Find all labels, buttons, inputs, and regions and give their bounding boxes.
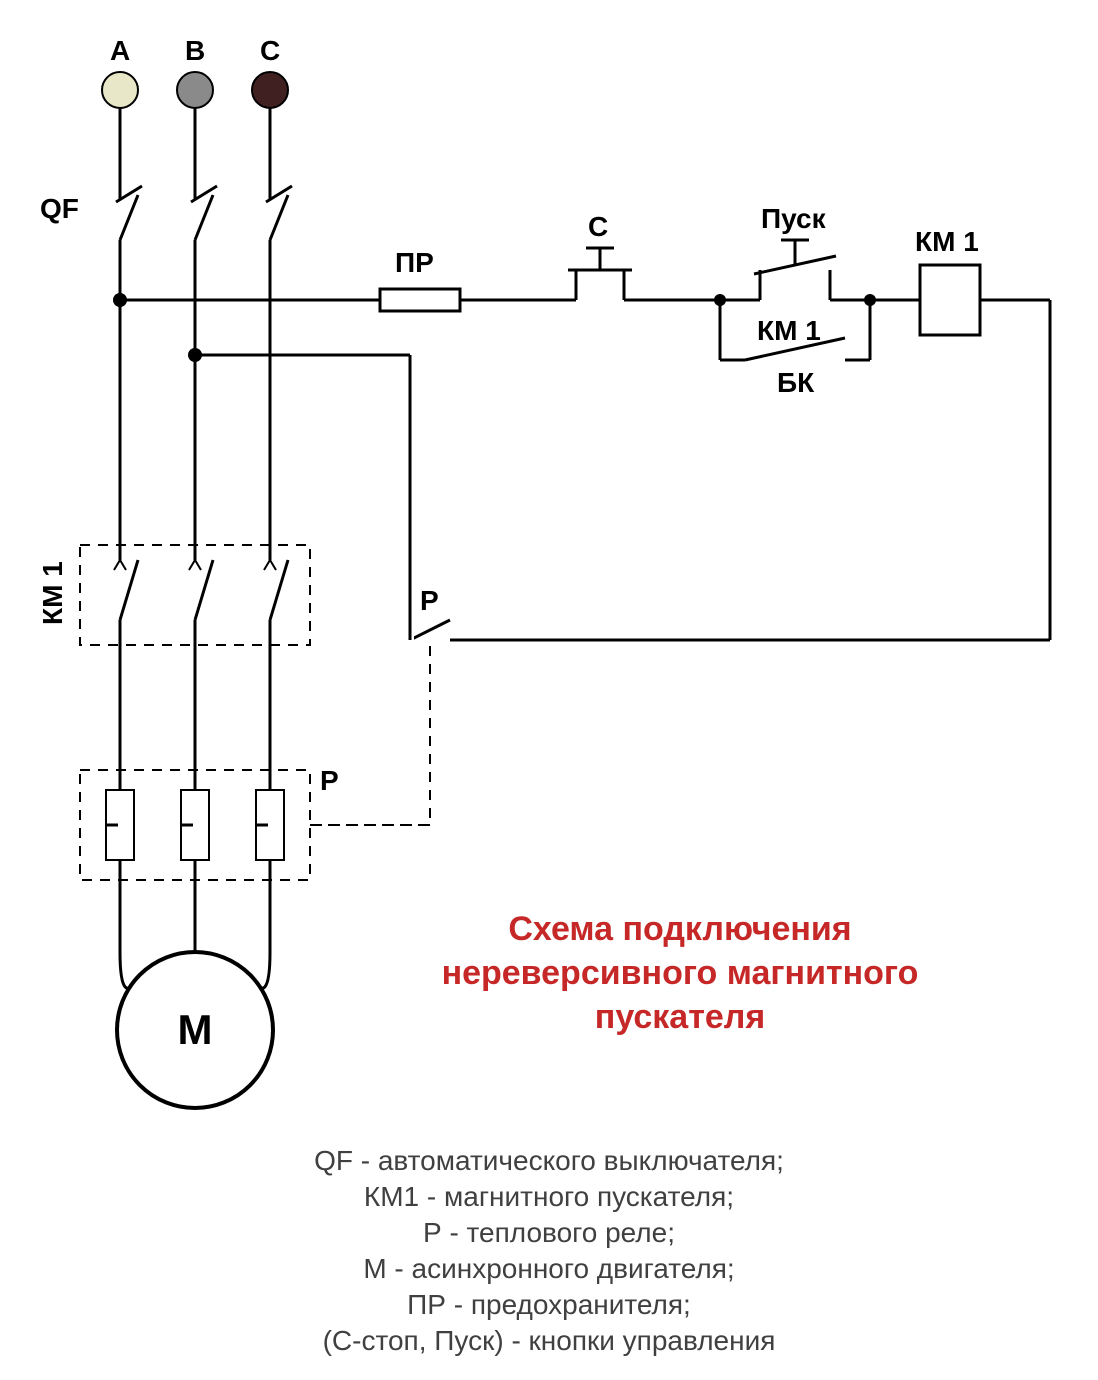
fuse-pr — [380, 289, 460, 311]
legend-line5: ПР - предохранителя; — [407, 1289, 691, 1320]
qf-label: QF — [40, 193, 79, 224]
legend-line6: (С-стоп, Пуск) - кнопки управления — [323, 1325, 776, 1356]
diagram-title-line1: Схема подключения — [508, 910, 851, 948]
bk-label: БК — [777, 367, 815, 398]
motor-label: М — [178, 1006, 213, 1053]
thermal-relay-label: Р — [320, 765, 339, 796]
phase-label-A: A — [110, 35, 130, 66]
start-button-label: Пуск — [761, 203, 827, 234]
diagram-title-line3: пускателя — [595, 998, 765, 1036]
junction-node — [113, 293, 127, 307]
km1-coil-label: КМ 1 — [915, 226, 979, 257]
legend-line1: QF - автоматического выключателя; — [314, 1145, 784, 1176]
phase-terminal-A — [102, 72, 138, 108]
pr-label: ПР — [395, 247, 434, 278]
km1-contacts-label: КМ 1 — [37, 561, 68, 625]
legend-line3: Р - теплового реле; — [423, 1217, 675, 1248]
legend-line2: КМ1 - магнитного пускателя; — [364, 1181, 734, 1212]
km1-coil — [920, 265, 980, 335]
legend-line4: М - асинхронного двигателя; — [363, 1253, 734, 1284]
stop-button-label: С — [588, 211, 608, 242]
junction-node — [188, 348, 202, 362]
p-contact-label: Р — [420, 585, 439, 616]
phase-terminal-C — [252, 72, 288, 108]
phase-terminal-B — [177, 72, 213, 108]
diagram-title-line2: нереверсивного магнитного — [442, 954, 919, 992]
bk-label-km1: КМ 1 — [757, 315, 821, 346]
phase-label-B: B — [185, 35, 205, 66]
phase-label-C: C — [260, 35, 280, 66]
